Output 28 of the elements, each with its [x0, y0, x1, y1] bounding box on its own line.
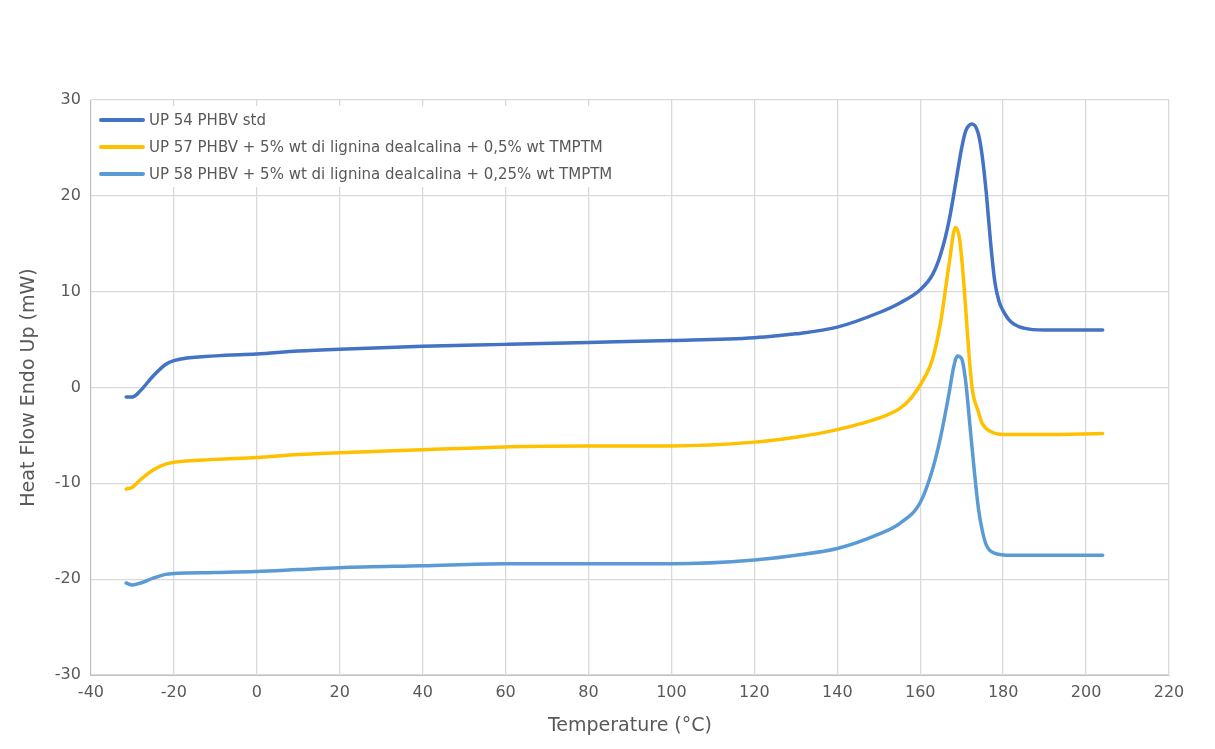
x-tick-label: 20 [329, 681, 350, 701]
legend-label: UP 54 PHBV std [148, 110, 266, 129]
x-tick-label: 60 [495, 681, 516, 701]
x-tick-label: 220 [1153, 681, 1185, 701]
x-tick-label: 180 [987, 681, 1019, 701]
y-tick-label: -20 [54, 568, 81, 588]
x-tick-label: 80 [578, 681, 599, 701]
x-tick-label: 0 [251, 681, 262, 701]
y-tick-label: -30 [54, 664, 81, 684]
legend-label: UP 57 PHBV + 5% wt di lignina dealcalina + 0,5% wt TMPTM [148, 137, 603, 156]
y-tick-label: 30 [60, 89, 81, 109]
x-axis-title: Temperature (°C) [546, 712, 712, 735]
legend-label: UP 58 PHBV + 5% wt di lignina dealcalina + 0,25% wt TMPTM [148, 164, 613, 183]
x-tick-label: 120 [739, 681, 770, 701]
line-series [124, 354, 1105, 587]
x-tick-label: 160 [904, 681, 936, 701]
x-tick-label: 100 [656, 681, 687, 701]
x-tick-label: -40 [77, 681, 104, 701]
x-tick-label: 140 [822, 681, 853, 701]
y-tick-label: -10 [54, 472, 81, 492]
line-series [124, 225, 1105, 491]
y-tick-label: 10 [60, 280, 81, 300]
x-tick-label: -20 [160, 681, 187, 701]
y-tick-label: 20 [60, 184, 81, 204]
x-tick-label: 200 [1070, 681, 1102, 701]
y-tick-label: 0 [70, 376, 81, 396]
x-tick-label: 40 [412, 681, 433, 701]
y-axis-title: Heat Flow Endo Up (mW) [16, 268, 39, 507]
